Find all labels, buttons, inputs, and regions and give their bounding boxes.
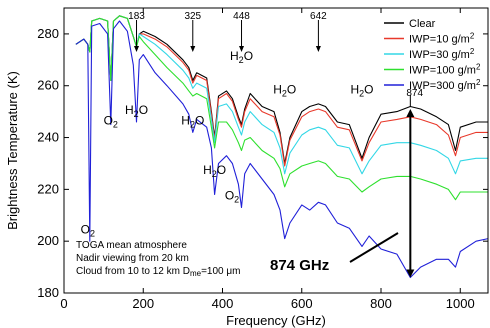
marker-label-1: 325 [184, 11, 201, 22]
legend-label-3: IWP=100 g/m2 [409, 63, 481, 77]
legend-label-1: IWP=10 g/m2 [409, 32, 475, 46]
legend-label-2: IWP=30 g/m2 [409, 47, 475, 61]
axes: 0 200 400 600 800 1000 180 200 220 240 260 280 Frequ… [5, 7, 489, 328]
series-layer [75, 15, 489, 279]
plot-frame [63, 7, 489, 294]
absorber-label-7: H2O [273, 83, 296, 99]
marker-label-2: 448 [233, 11, 250, 22]
absorber-label-1: O2 [104, 114, 118, 130]
x-axis-label: Frequency (GHz) [226, 313, 326, 328]
absorber-label-0: O2 [81, 222, 95, 238]
x-tick-label-4: 800 [370, 296, 392, 311]
y-tick-label-1: 200 [37, 233, 59, 248]
x-tick-label-0: 0 [60, 296, 67, 311]
callout-label: 874 GHz [270, 257, 329, 274]
x-tick-label-5: 1000 [446, 296, 475, 311]
series-line-4 [75, 20, 489, 279]
absorber-label-3: H2O [181, 114, 204, 130]
y-tick-label-2: 220 [37, 181, 59, 196]
y-tick-label-3: 240 [37, 130, 59, 145]
note-line-2: Nadir viewing from 20 km [76, 253, 189, 264]
marker-arrow-1 [190, 46, 196, 52]
series-line-3 [75, 15, 488, 201]
x-tick-label-3: 600 [291, 296, 313, 311]
callout-pointer [349, 232, 399, 263]
absorber-label-8: H2O [350, 83, 373, 99]
callout-arrow-top [406, 109, 415, 118]
x-tick-label-1: 200 [132, 296, 154, 311]
y-tick-label-5: 280 [37, 26, 59, 41]
marker-label-0: 183 [128, 11, 145, 22]
marker-label-3: 642 [310, 11, 327, 22]
plot-area [64, 8, 488, 293]
legend-label-4: IWP=300 g/m2 [409, 78, 481, 92]
plot-background [64, 8, 488, 293]
y-tick-label-4: 260 [37, 78, 59, 93]
marker-arrow-3 [315, 46, 321, 52]
absorber-label-4: H2O [203, 163, 226, 179]
note-line-1: TOGA mean atmosphere [76, 240, 187, 251]
marker-label-4: 874 [406, 88, 423, 99]
absorber-label-6: H2O [230, 49, 253, 65]
absorber-label-5: O2 [225, 189, 239, 205]
note-line-3: Cloud from 10 to 12 km Dme=100 μm [76, 266, 240, 278]
marker-arrow-2 [239, 46, 245, 52]
marker-arrow-0 [134, 46, 140, 52]
annotations: 183 325 448 642 874 O2 O2 H2O H2O H2O O2 H2O H2O H2O T… [76, 11, 423, 278]
callout-arrow-bottom [406, 269, 415, 278]
x-tick-label-2: 400 [212, 296, 234, 311]
y-tick-label-0: 180 [37, 285, 59, 300]
absorber-label-2: H2O [125, 103, 148, 119]
legend-label-0: Clear [409, 18, 436, 30]
y-axis-label: Brightness Temperature (K) [5, 71, 20, 230]
